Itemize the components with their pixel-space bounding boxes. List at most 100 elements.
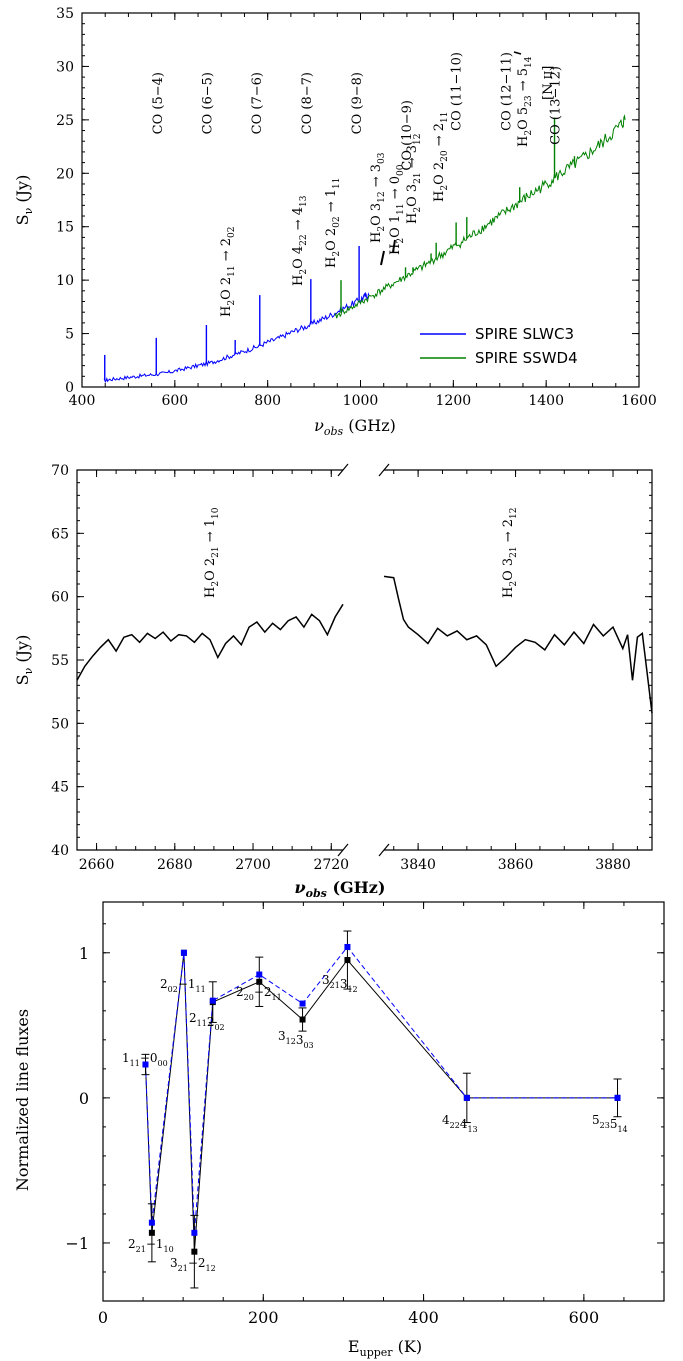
svg-text:H2O 202 → 111: H2O 202 → 111: [324, 178, 342, 268]
panel-top-xlabel: νobs (GHz): [314, 416, 396, 438]
y-tick-label: 60: [51, 590, 69, 606]
data-point-blue: [299, 1000, 306, 1007]
series-slwc3-line: [103, 291, 370, 384]
y-tick-label: 20: [56, 166, 74, 182]
y-tick-label: 25: [56, 113, 74, 129]
y-tick-label: 0: [79, 1089, 89, 1108]
data-point-black: [148, 1229, 155, 1236]
svg-text:H2O 321 → 212: H2O 321 → 212: [501, 508, 519, 598]
x-tick-label: 3880: [595, 857, 631, 873]
co-label: CO (8−7): [300, 72, 315, 134]
right-axis-frame: [384, 469, 653, 851]
y-tick-label: 0: [65, 380, 74, 396]
x-tick-label: 400: [408, 1308, 439, 1327]
x-tick-label: 1400: [528, 393, 564, 409]
svg-text:CO (9−8): CO (9−8): [350, 72, 365, 134]
h2o-202-111-label: H2O 202 → 111: [324, 178, 342, 268]
svg-text:[N II]: [N II]: [541, 66, 556, 100]
svg-text:CO (13−12): CO (13−12): [549, 66, 564, 145]
h2o-312-303-label: H2O 312 → 303: [369, 152, 387, 243]
level-label: 422413: [442, 1113, 478, 1134]
series-left-segment-line: [76, 603, 344, 681]
level-label: 321312: [322, 973, 358, 994]
x-tick-label: 2680: [157, 857, 193, 873]
panel-top-ylabel: Sν (Jy): [13, 175, 35, 226]
series-black-line: [145, 952, 618, 1252]
level-label: 321−212: [170, 1256, 216, 1273]
svg-text:CO (6−5): CO (6−5): [200, 72, 215, 134]
y-tick-label: 30: [56, 59, 74, 75]
x-tick-label: 600: [569, 1308, 600, 1327]
level-label: 111−000: [122, 1051, 168, 1068]
level-label: 202−111: [160, 977, 206, 994]
data-point-black: [344, 957, 351, 964]
y-tick-label: 65: [51, 526, 69, 542]
nii-label: [N II]: [541, 66, 556, 100]
svg-text:CO (12−11): CO (12−11): [499, 52, 514, 131]
h2o-111-pointer: [392, 239, 396, 253]
data-point-black: [256, 978, 263, 985]
legend-slwc3-label: SPIRE SLWC3: [475, 325, 574, 343]
h2o-523-514-label: H2O 523 → 514: [516, 56, 534, 147]
y-tick-label: 40: [51, 843, 69, 859]
y-tick-label: −1: [65, 1234, 89, 1253]
svg-text:H2O 312 → 303: H2O 312 → 303: [369, 152, 387, 243]
panel-bottom-xlabel: Eupper (K): [348, 1337, 422, 1359]
svg-text:H2O 523 → 514: H2O 523 → 514: [516, 56, 534, 147]
level-label: 221−110: [128, 1237, 174, 1254]
left-axis-frame: [76, 469, 343, 851]
h2o-523-pointer: [513, 51, 522, 55]
x-tick-label: 0: [98, 1308, 108, 1327]
y-tick-label: 45: [51, 780, 69, 796]
panel-bottom-ylabel: Normalized line fluxes: [13, 1009, 32, 1191]
co-label: CO (5−4): [151, 72, 166, 134]
data-point-black: [191, 1248, 198, 1255]
level-label: 211202: [189, 1011, 225, 1032]
h2o-211-202-label: H2O 211 → 202: [219, 227, 237, 317]
x-tick-label: 200: [248, 1308, 279, 1327]
data-point-blue: [256, 971, 263, 978]
h2o-221-110-label: H2O 221 → 110: [203, 507, 221, 598]
svg-text:H2O 321 → 312: H2O 321 → 312: [405, 134, 423, 224]
water-line-labels: H2O 211 → 202 H2O 422 → 413 H2O 202 → 11…: [219, 51, 556, 317]
svg-text:CO (7−6): CO (7−6): [250, 72, 265, 134]
x-tick-label: 1200: [436, 393, 472, 409]
y-tick-label: 1: [79, 944, 89, 963]
x-tick-label: 1600: [621, 393, 657, 409]
svg-text:H2O 422 → 413: H2O 422 → 413: [291, 195, 309, 286]
y-tick-label: 70: [51, 463, 69, 479]
data-point-blue: [191, 1229, 198, 1236]
svg-text:Sν (Jy): Sν (Jy): [13, 635, 35, 686]
axis-break-marks: [337, 463, 390, 857]
svg-text:CO (11−10): CO (11−10): [450, 52, 465, 131]
panel-middle-ylabel: Sν (Jy): [13, 635, 35, 686]
y-tick-label: 15: [56, 220, 74, 236]
co-label: CO (11−10): [450, 52, 465, 131]
co-label: CO (7−6): [250, 72, 265, 134]
y-tick-label: 55: [51, 653, 69, 669]
series-blue-dashed-line: [145, 946, 618, 1233]
data-point-blue: [142, 1061, 149, 1068]
x-tick-label: 2660: [79, 857, 115, 873]
panel-top-frame: [81, 12, 640, 388]
panel-bottom-frame: [102, 901, 665, 1302]
data-point-blue: [148, 1219, 155, 1226]
y-tick-label: 50: [51, 716, 69, 732]
h2o-111-000-label: H2O 111 → 000: [388, 164, 406, 255]
level-labels: 111−000 221−110 202−111 321−212 211202 220−21…: [122, 973, 628, 1273]
svg-text:H2O 221 → 110: H2O 221 → 110: [203, 507, 221, 598]
co-label: CO (12−11): [499, 52, 514, 131]
h2o-422-413-label: H2O 422 → 413: [291, 195, 309, 286]
data-point-blue: [614, 1094, 621, 1101]
data-point-blue: [209, 997, 216, 1004]
level-label: 523514: [592, 1113, 628, 1134]
legend-sswd4-label: SPIRE SSWD4: [475, 349, 578, 367]
level-label: 312303: [278, 1029, 314, 1050]
h2o-220-211-label: H2O 220 → 211: [432, 112, 450, 202]
co-label: CO (6−5): [200, 72, 215, 134]
x-tick-label: 1000: [343, 393, 379, 409]
svg-text:H2O 211 → 202: H2O 211 → 202: [219, 227, 237, 317]
co-line-labels: CO (5−4) CO (6−5) CO (7−6) CO (8−7) CO (9−8)…: [151, 52, 563, 171]
h2o-321-212-label: H2O 321 → 212: [501, 508, 519, 598]
